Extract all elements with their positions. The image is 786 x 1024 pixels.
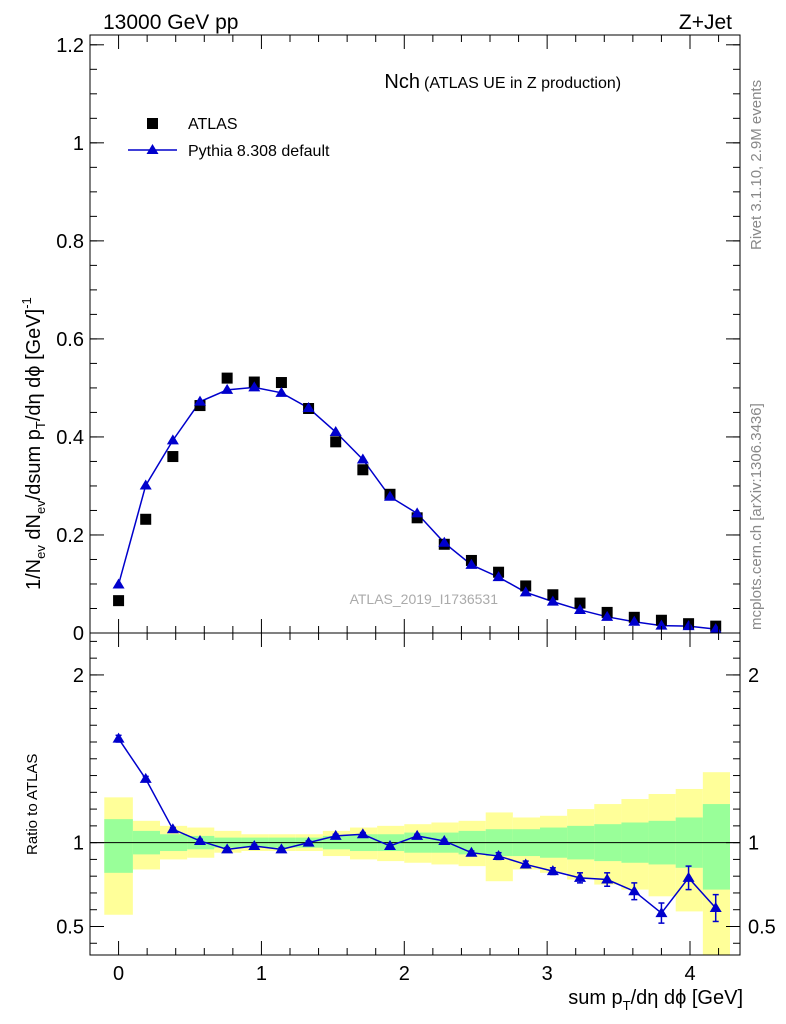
mc-data-point xyxy=(519,586,532,597)
ratio-mc-point xyxy=(275,843,288,854)
main-y-axis-label: 1/Nev dNev/dsum pT/dη dϕ [GeV]-1 xyxy=(19,297,48,590)
ratio-band-inner xyxy=(702,804,730,890)
ratio-mc-point xyxy=(384,839,396,850)
x-tick-label: 2 xyxy=(399,963,410,985)
ratio-plot-panel: 0.5 0.5 1 1 2 2 0 1 2 3 4 Ratio to ATLAS sum pT/d… xyxy=(24,632,776,1013)
ratio-mc-point xyxy=(492,850,505,861)
atlas-data-point xyxy=(113,595,125,607)
x-tick-label: 3 xyxy=(542,963,553,985)
atlas-data-point xyxy=(520,580,532,592)
ratio-mc-point xyxy=(546,865,559,876)
mc-data-point xyxy=(438,536,451,547)
main-ytick-label: 1.2 xyxy=(56,35,84,57)
process-label: Z+Jet xyxy=(679,11,732,34)
mc-data-point xyxy=(411,507,424,518)
ratio-mc-point xyxy=(329,829,342,840)
mc-data-point xyxy=(275,386,288,397)
mc-data-point xyxy=(628,615,641,626)
ratio-y-axis-label: Ratio to ATLAS xyxy=(24,754,41,855)
x-tick-label: 4 xyxy=(684,963,695,985)
ratio-mc-point xyxy=(356,828,369,839)
mc-data-point xyxy=(194,395,206,406)
main-subtitle: (ATLAS UE in Z production) xyxy=(424,75,621,92)
mc-data-point xyxy=(574,603,586,614)
ratio-mc-point xyxy=(166,823,179,834)
x-tick-label: 0 xyxy=(113,963,124,985)
rivet-version-label: Rivet 3.1.10, 2.9M events xyxy=(748,80,765,250)
atlas-data-point xyxy=(140,513,152,525)
atlas-data-point xyxy=(574,597,586,609)
x-axis-label: sum pT/dη dϕ [GeV] xyxy=(568,987,743,1013)
ratio-mc-point xyxy=(574,871,586,882)
atlas-data-point xyxy=(221,372,233,384)
ratio-mc-point xyxy=(112,732,125,743)
ratio-mc-point xyxy=(194,834,206,845)
mc-data-point xyxy=(465,558,478,569)
mc-data-point xyxy=(601,610,614,621)
mcplots-label: mcplots.cern.ch [arXiv:1306.3436] xyxy=(748,403,765,630)
legend-label-atlas: ATLAS xyxy=(188,116,238,133)
mc-data-point xyxy=(112,578,125,589)
ratio-ytick-label-right: 0.5 xyxy=(748,916,776,938)
ratio-ytick-label: 0.5 xyxy=(56,916,84,938)
ratio-mc-point xyxy=(628,885,641,896)
main-ytick-label: 0 xyxy=(73,623,84,645)
ratio-mc-point xyxy=(682,871,695,882)
ratio-plot-frame xyxy=(89,632,741,956)
main-ytick-label: 0.6 xyxy=(56,329,84,351)
mc-data-point xyxy=(166,434,179,445)
mc-data-point xyxy=(655,619,668,630)
mc-data-point xyxy=(492,571,505,582)
main-ytick-label: 1 xyxy=(73,133,84,155)
main-ytick-label: 0.4 xyxy=(56,427,84,449)
atlas-data-point xyxy=(330,436,342,448)
energy-label: 13000 GeV pp xyxy=(103,11,238,34)
ratio-ytick-label: 1 xyxy=(73,833,84,855)
legend: ATLAS Pythia 8.308 default xyxy=(128,116,330,160)
ratio-mc-point xyxy=(411,829,424,840)
mc-data-point xyxy=(384,490,396,501)
mc-data-point xyxy=(329,426,342,437)
atlas-data-point xyxy=(411,512,423,524)
main-plot-panel: 0 0.2 0.4 0.6 0.8 1 1.2 Nch (ATLAS UE in Z pro… xyxy=(19,34,741,645)
ratio-ytick-label-right: 1 xyxy=(748,833,759,855)
mc-data-point xyxy=(302,402,315,413)
mc-data-point xyxy=(221,383,234,394)
ratio-band-inner xyxy=(104,819,133,873)
ratio-mc-point xyxy=(139,772,152,783)
ratio-mc-point xyxy=(302,836,315,847)
atlas-data-point xyxy=(167,451,179,463)
main-title: Nch xyxy=(384,71,420,93)
ratio-mc-point xyxy=(221,843,234,854)
main-ytick-label: 0.2 xyxy=(56,525,84,547)
ratio-mc-point xyxy=(248,839,261,850)
atlas-data-point xyxy=(357,464,369,476)
mc-data-point xyxy=(356,453,369,464)
ratio-mc-point xyxy=(438,834,451,845)
atlas-data-point xyxy=(547,589,559,601)
main-title-text: Nch xyxy=(384,71,420,93)
mc-data-point xyxy=(546,595,559,606)
ratio-mc-point xyxy=(655,907,668,918)
legend-marker-mc xyxy=(146,144,159,154)
mc-data-point xyxy=(139,479,152,490)
x-tick-label: 1 xyxy=(256,963,267,985)
main-ytick-label: 0.8 xyxy=(56,231,84,253)
mc-data-point xyxy=(248,381,261,392)
ratio-mc-point xyxy=(519,858,532,869)
atlas-data-point xyxy=(275,377,287,389)
ratio-mc-point xyxy=(465,846,478,857)
mc-data-point xyxy=(682,620,695,631)
legend-marker-atlas xyxy=(147,118,158,129)
ratio-mc-point xyxy=(709,902,722,913)
ratio-ytick-label-right: 2 xyxy=(748,665,759,687)
analysis-id-label: ATLAS_2019_I1736531 xyxy=(350,591,499,607)
legend-label-mc: Pythia 8.308 default xyxy=(188,143,330,160)
ratio-mc-point xyxy=(601,873,614,884)
ratio-ytick-label: 2 xyxy=(73,665,84,687)
